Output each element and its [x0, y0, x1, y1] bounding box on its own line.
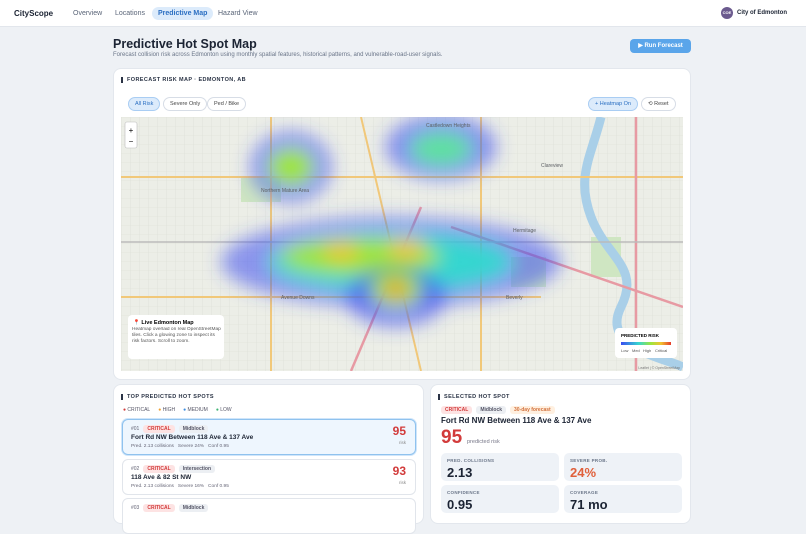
- kind-tag: Midblock: [178, 504, 209, 512]
- hotspot-stats: Pred. 2.13 collisions Severe 24% Conf 0.…: [131, 444, 229, 449]
- info-title: 📍 Live Edmonton Map: [133, 319, 194, 326]
- rank: #01: [131, 426, 140, 432]
- legend-label: Low: [621, 348, 628, 353]
- hotspot-item[interactable]: #02 CRITICAL Intersection 118 Ave & 82 St …: [122, 459, 416, 495]
- place-label: Northern Mature Area: [261, 188, 309, 194]
- score-unit: risk: [399, 480, 406, 485]
- stat-label: PRED. COLLISIONS: [447, 458, 495, 463]
- legend-item: ● CRITICAL: [123, 407, 151, 413]
- legend-label: MEDIUM: [187, 407, 208, 413]
- page-subtitle: Forecast collision risk across Edmonton …: [113, 52, 443, 58]
- rank: #03: [131, 505, 140, 511]
- heatmap: [221, 117, 561, 327]
- heatmap-toggle[interactable]: + Heatmap On: [588, 97, 638, 111]
- score: 95: [392, 424, 406, 438]
- legend-label: LOW: [220, 407, 232, 413]
- attribution: Leaflet | © OpenStreetMap: [638, 366, 680, 370]
- legend-title: PREDICTED RISK: [621, 333, 660, 338]
- place-label: Hermitage: [513, 228, 536, 234]
- level-tag: CRITICAL: [143, 504, 175, 512]
- score-unit: risk: [399, 440, 406, 445]
- kind-tag: Midblock: [178, 425, 209, 433]
- legend-item: ● MEDIUM: [183, 407, 208, 413]
- legend-label: CRITICAL: [127, 407, 151, 413]
- tab[interactable]: Locations: [115, 10, 145, 17]
- run-forecast-button[interactable]: ▶ Run Forecast: [630, 39, 691, 53]
- stat-value: 24%: [570, 465, 597, 480]
- selected-tags: CRITICAL Midblock 30-day forecast: [441, 406, 555, 414]
- legend-label: Critical: [655, 348, 667, 353]
- place-label: Clareview: [541, 163, 563, 169]
- place-labels: Castledown Heights Northern Mature Area …: [261, 123, 563, 301]
- info-box: [128, 315, 224, 359]
- tab[interactable]: Overview: [73, 10, 103, 17]
- hotspot-name: Fort Rd NW Between 118 Ave & 137 Ave: [131, 434, 254, 441]
- brand: CityScope: [14, 9, 54, 18]
- stat-label: CONFIDENCE: [447, 490, 480, 495]
- stat-label: COVERAGE: [570, 490, 599, 495]
- page-title: Predictive Hot Spot Map: [113, 37, 257, 51]
- legend-label: Med: [632, 348, 640, 353]
- score: 93: [392, 464, 406, 478]
- horizon-tag: 30-day forecast: [510, 406, 555, 414]
- stat-value: 2.13: [447, 465, 473, 480]
- place-label: Castledown Heights: [426, 123, 471, 129]
- filter-chip[interactable]: Severe Only: [163, 97, 208, 111]
- legend-label: HIGH: [162, 407, 176, 413]
- selected-card: SELECTED HOT SPOT CRITICAL Midblock 30-d…: [430, 384, 691, 524]
- org-name: City of Edmonton: [737, 10, 787, 16]
- legend-item: ● HIGH: [158, 407, 176, 413]
- top-nav: CityScope Overview Locations Predictive …: [0, 0, 806, 27]
- place-label: Avenue Downs: [281, 295, 315, 301]
- tab[interactable]: Hazard View: [218, 10, 258, 17]
- card-title: FORECAST RISK MAP · EDMONTON, AB: [121, 77, 246, 83]
- hotspots-card: TOP PREDICTED HOT SPOTS ● CRITICAL ● HIG…: [113, 384, 424, 534]
- score-label: predicted risk: [467, 439, 500, 445]
- reset-button[interactable]: ⟲ Reset: [641, 97, 676, 111]
- selected-score: 95: [441, 427, 463, 448]
- level-tag: CRITICAL: [143, 425, 175, 433]
- hotspot-stats: Pred. 2.13 collisions Severe 16% Conf 0.…: [131, 484, 229, 489]
- info-text: Heatmap overlaid on real OpenStreetMap t…: [132, 327, 221, 344]
- zoom-control: [124, 121, 138, 149]
- stat-box: CONFIDENCE 0.95: [441, 485, 559, 513]
- avatar[interactable]: COE: [721, 7, 733, 19]
- zoom-in[interactable]: +: [129, 126, 134, 135]
- legend-item: ● LOW: [215, 407, 232, 413]
- risk-legend: ● CRITICAL ● HIGH ● MEDIUM ● LOW: [123, 407, 232, 413]
- place-label: Beverly: [506, 295, 523, 301]
- tab-active[interactable]: Predictive Map: [152, 7, 214, 20]
- kind-tag: Midblock: [476, 406, 507, 414]
- stat-box: COVERAGE 71 mo: [564, 485, 682, 513]
- filter-chip[interactable]: All Risk: [128, 97, 161, 111]
- card-title: SELECTED HOT SPOT: [438, 394, 510, 400]
- selected-name: Fort Rd NW Between 118 Ave & 137 Ave: [441, 416, 592, 425]
- card-title: TOP PREDICTED HOT SPOTS: [121, 394, 214, 400]
- zoom-out[interactable]: −: [129, 137, 134, 146]
- hotspot-item[interactable]: #03 CRITICAL Midblock: [122, 498, 416, 534]
- stat-box: SEVERE PROB. 24%: [564, 453, 682, 481]
- level-tag: CRITICAL: [441, 406, 473, 414]
- legend-gradient: [621, 342, 671, 345]
- stat-box: PRED. COLLISIONS 2.13: [441, 453, 559, 481]
- hotspot-name: 118 Ave & 82 St NW: [131, 474, 192, 481]
- map[interactable]: Castledown Heights Northern Mature Area …: [121, 117, 683, 371]
- filter-chip[interactable]: Ped / Bike: [207, 97, 247, 111]
- hotspot-item[interactable]: #01 CRITICAL Midblock Fort Rd NW Between 1…: [122, 419, 416, 455]
- legend-label: High: [643, 348, 651, 353]
- kind-tag: Intersection: [178, 465, 216, 473]
- level-tag: CRITICAL: [143, 465, 175, 473]
- rank: #02: [131, 466, 140, 472]
- stat-label: SEVERE PROB.: [570, 458, 608, 463]
